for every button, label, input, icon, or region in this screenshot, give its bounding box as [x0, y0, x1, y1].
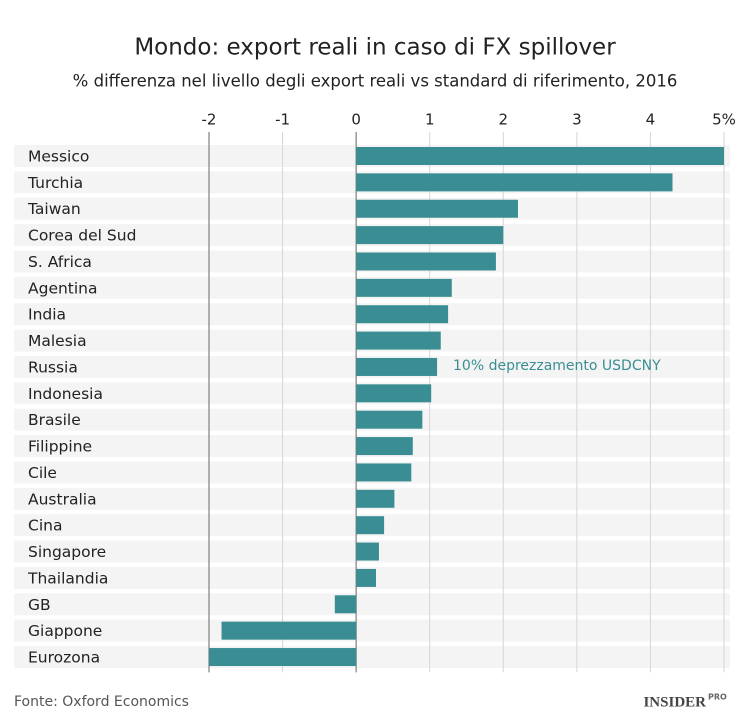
bar: [356, 463, 412, 482]
logo-sup: PRO: [708, 693, 727, 702]
bar: [334, 595, 357, 614]
x-tick-label: 2: [499, 111, 509, 129]
y-tick-label: Messico: [28, 148, 89, 166]
y-tick-label: Cina: [28, 517, 62, 535]
rows: [14, 145, 730, 669]
x-tick-label: -2: [202, 111, 217, 129]
y-tick-label: Thailandia: [27, 569, 108, 587]
y-tick-label: Indonesia: [28, 385, 103, 403]
y-tick-label: Brasile: [28, 411, 81, 429]
bar: [209, 648, 357, 667]
y-tick-label: Giappone: [28, 622, 102, 640]
bar: [356, 252, 496, 271]
bar: [356, 489, 395, 508]
y-tick-label: Corea del Sud: [28, 227, 136, 245]
bar: [356, 226, 504, 245]
bars: [209, 147, 724, 667]
y-tick-label: Agentina: [28, 279, 98, 297]
bar: [356, 410, 423, 429]
x-tick-label: 5%: [712, 111, 736, 129]
x-tick-label: 4: [646, 111, 656, 129]
row-stripe: [14, 619, 730, 642]
bar: [356, 147, 724, 165]
y-tick-label: S. Africa: [28, 253, 92, 271]
y-tick-label: Russia: [28, 358, 78, 376]
logo: INSIDER: [643, 694, 706, 710]
bar: [356, 516, 385, 535]
y-tick-label: Malesia: [28, 332, 87, 350]
x-tick-label: -1: [275, 111, 290, 129]
y-tick-label: GB: [28, 596, 51, 614]
y-tick-label: Turchia: [27, 174, 83, 192]
bar: [356, 437, 413, 456]
bar: [356, 384, 432, 403]
x-tick-label: 0: [351, 111, 361, 129]
x-tick-label: 1: [425, 111, 435, 129]
bar: [356, 542, 379, 561]
y-tick-label: Taiwan: [27, 200, 81, 218]
row-stripe: [14, 646, 730, 669]
x-tick-label: 3: [572, 111, 582, 129]
y-tick-label: Filippine: [28, 438, 92, 456]
row-stripe: [14, 593, 730, 616]
y-tick-label: Singapore: [28, 543, 106, 561]
chart-subtitle: % differenza nel livello degli export re…: [73, 72, 678, 91]
bar: [356, 568, 377, 587]
y-tick-label: India: [28, 306, 66, 324]
chart-title: Mondo: export reali in caso di FX spillo…: [134, 35, 616, 61]
y-tick-label: Eurozona: [28, 649, 100, 667]
bar: [356, 331, 441, 350]
bar: [356, 199, 518, 218]
bar: [356, 173, 673, 192]
bar: [356, 305, 449, 324]
source: Fonte: Oxford Economics: [14, 694, 189, 710]
bar: [221, 621, 357, 640]
y-tick-label: Australia: [28, 490, 97, 508]
y-tick-label: Cile: [28, 464, 57, 482]
annotation: 10% deprezzamento USDCNY: [453, 358, 661, 374]
bar: [356, 357, 438, 376]
bar: [356, 278, 452, 297]
